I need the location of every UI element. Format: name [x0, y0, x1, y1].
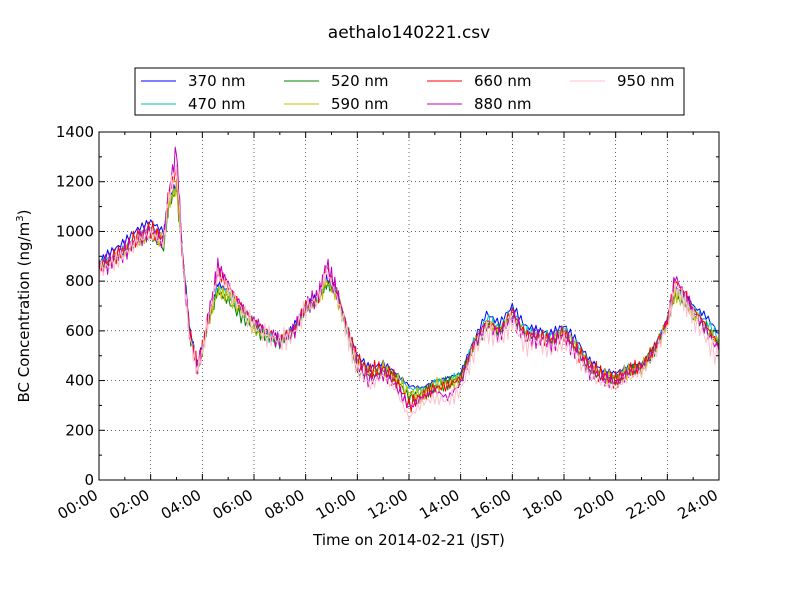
- y-axis-label: BC Concentration (ng/m3): [15, 210, 33, 403]
- y-axis-label-main: BC Concentration (ng/m: [15, 222, 33, 403]
- legend-label: 590 nm: [331, 95, 389, 113]
- y-axis-label-superscript: 3: [15, 215, 26, 221]
- y-axis-label-close: ): [15, 210, 33, 216]
- y-tick-label: 0: [84, 471, 94, 489]
- x-axis-label: Time on 2014-02-21 (JST): [312, 531, 505, 549]
- y-tick-label: 1000: [56, 222, 94, 240]
- y-tick-label: 600: [65, 322, 94, 340]
- grid: [99, 132, 719, 480]
- y-tick-label: 400: [65, 372, 94, 390]
- legend-label: 880 nm: [474, 95, 532, 113]
- chart-title: aethalo140221.csv: [328, 23, 490, 43]
- y-tick-label: 800: [65, 272, 94, 290]
- ticks: [98, 131, 720, 481]
- series-group: [98, 146, 720, 421]
- y-tick-label: 1400: [56, 123, 94, 141]
- series-line-880-nm: [98, 146, 720, 409]
- series-line-950-nm: [98, 165, 720, 421]
- series-line-660-nm: [98, 164, 720, 413]
- legend-label: 950 nm: [617, 72, 675, 90]
- legend-box: [134, 67, 685, 116]
- legend-label: 470 nm: [188, 95, 246, 113]
- legend: 370 nm 470 nm 520 nm 590 nm 660 nm 880 nm 950 …: [134, 67, 685, 116]
- legend-label: 520 nm: [331, 72, 389, 90]
- y-tick-labels: 0 200 400 600 800 1000 1200 1400: [56, 123, 94, 489]
- legend-label: 660 nm: [474, 72, 532, 90]
- y-tick-label: 200: [65, 421, 94, 439]
- legend-label: 370 nm: [188, 72, 246, 90]
- y-tick-label: 1200: [56, 173, 94, 191]
